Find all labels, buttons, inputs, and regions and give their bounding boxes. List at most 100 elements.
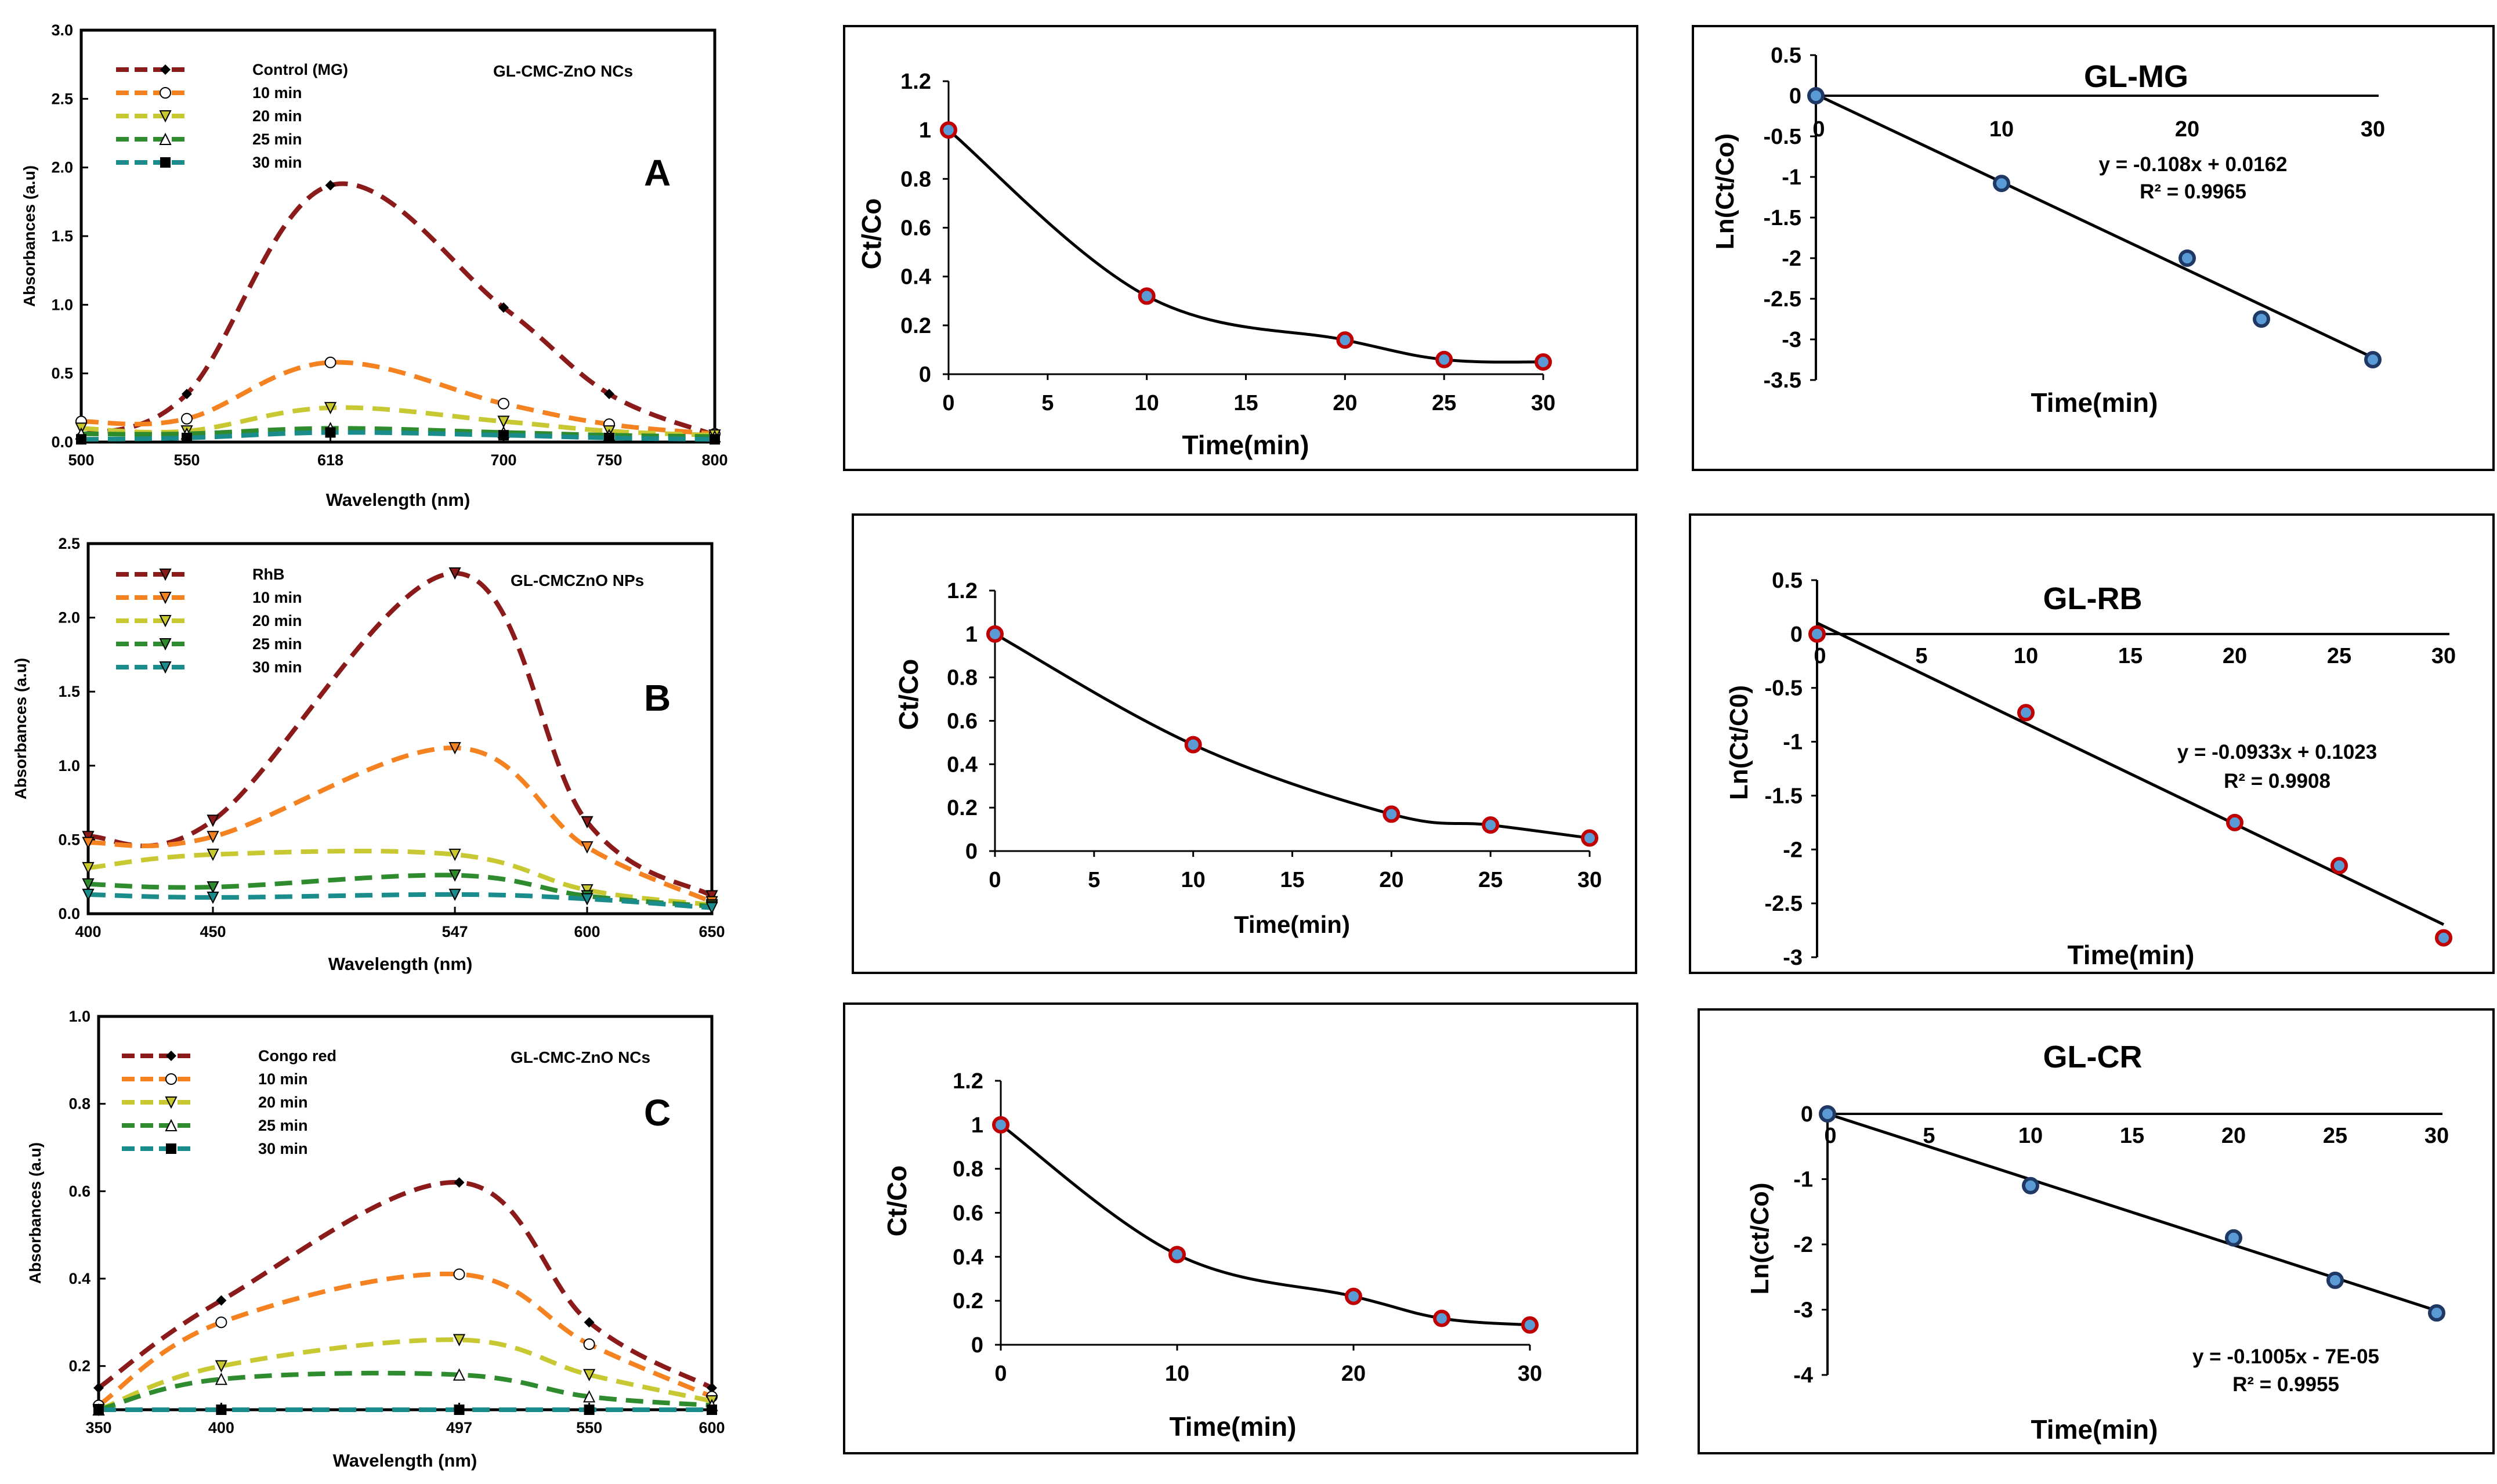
data-point (1383, 805, 1401, 823)
x-tick-label: 600 (574, 923, 600, 940)
y-tick-label: -3 (1782, 328, 1801, 352)
x-tick-label: 800 (701, 451, 728, 469)
y-tick-label: 0.5 (51, 365, 73, 382)
plot-frame (97, 1015, 714, 1411)
y-tick-label: 0.4 (68, 1270, 91, 1287)
linear-fit-panel-cr: 0 5 10 15 20 25 30 -4 -3 -2 -1 0 GL-CR y = -0.1005x… (1698, 1008, 2495, 1454)
y-tick-label: 0.2 (900, 314, 931, 338)
x-tick-label: 550 (576, 1419, 602, 1436)
tick-group: 0 10 20 30 -3.5 -3 -2.5 -2 -1.5 -1 -0.5 0 0.5 (1764, 44, 2386, 393)
series-line (88, 745, 713, 904)
curve-group (986, 625, 1598, 847)
y-tick-label: 0.4 (947, 752, 978, 777)
data-point (453, 1368, 466, 1381)
y-tick-label: 0.5 (1772, 569, 1803, 593)
data-point (581, 884, 594, 897)
y-axis-label: Absorbances (a.u) (20, 165, 38, 307)
legend-label: 10 min (258, 1070, 308, 1088)
curve-group (992, 1116, 1539, 1334)
legend: Congo red 10 min 20 min 25 min 30 min (122, 1047, 336, 1157)
tick-group: 0 5 10 15 20 25 30 -4 -3 -2 -1 0 (1793, 1102, 2449, 1388)
y-tick-label: -4 (1793, 1363, 1813, 1388)
x-tick-label: 5 (1041, 391, 1054, 415)
data-point (182, 432, 192, 443)
x-tick-label: 20 (2175, 117, 2199, 142)
y-tick-label: 0.6 (947, 710, 978, 734)
x-tick-label: 550 (173, 451, 200, 469)
y-axis-label: Ln(Ct/Co) (1711, 133, 1739, 249)
y-tick-label: 3.0 (51, 21, 73, 39)
x-tick-label: 650 (699, 923, 725, 940)
kinetics-panel-c: 0 10 20 30 0 0.2 0.4 0.6 0.8 1 1.2 Time(min) Ct/Co (843, 1002, 1638, 1454)
trend-curve (1000, 1123, 1530, 1327)
y-tick-label: 0.2 (947, 796, 978, 820)
fit-equation: y = -0.108x + 0.0162 (2099, 153, 2288, 176)
legend-marker (159, 569, 172, 581)
x-tick-label: 10 (1989, 117, 2014, 142)
data-point (82, 888, 95, 902)
y-tick-label: -1.5 (1765, 784, 1803, 808)
series-line (98, 1370, 712, 1412)
panel-title: GL-RB (2043, 581, 2143, 616)
tick-group: 500 550 618 700 750 800 0.0 0.5 1.0 1.5 2.0 2.5 3.0 (51, 21, 728, 469)
legend-label: 25 min (258, 1117, 308, 1134)
data-point (82, 878, 95, 891)
data-point (1435, 350, 1453, 368)
y-tick-label: -0.5 (1765, 676, 1803, 701)
legend-marker (159, 132, 172, 145)
panel-subtitle: GL-CMCZnO NPs (511, 571, 644, 589)
data-point (581, 893, 594, 906)
panel-label: A (644, 152, 671, 194)
data-point (1581, 829, 1598, 847)
data-point (1433, 1309, 1450, 1327)
data-point (215, 1373, 228, 1385)
x-tick-label: 25 (2327, 644, 2351, 668)
data-point (2225, 1229, 2242, 1247)
legend-marker (165, 1119, 178, 1131)
plot-group (1807, 87, 2382, 368)
data-point (448, 742, 461, 755)
data-point (454, 1405, 465, 1415)
data-point (215, 1360, 228, 1373)
curve-group (940, 121, 1552, 371)
y-tick-label: 2.0 (58, 609, 80, 627)
legend-marker (160, 64, 171, 75)
series-line (81, 405, 715, 438)
data-point (82, 831, 95, 844)
x-tick-label: 25 (1478, 868, 1503, 892)
legend-marker (165, 1073, 177, 1085)
legend-label: 10 min (252, 589, 302, 606)
data-point (325, 427, 336, 438)
x-tick-label: 15 (2120, 1124, 2144, 1148)
y-tick-label: 2.5 (58, 535, 80, 552)
data-point (604, 389, 614, 400)
x-tick-label: 700 (490, 451, 516, 469)
y-tick-label: 1.5 (58, 683, 80, 700)
plot-group (1819, 1105, 2445, 1322)
data-point (207, 881, 219, 894)
y-axis-label: Ln(Ct/C0) (1725, 685, 1753, 800)
data-point (2017, 704, 2035, 722)
y-tick-label: 0.8 (68, 1095, 91, 1113)
series-line (81, 426, 715, 439)
data-point (453, 1268, 465, 1280)
data-point (498, 430, 509, 441)
data-point (2253, 310, 2270, 328)
data-point (1993, 175, 2010, 193)
x-axis-label: Wavelength (nm) (326, 490, 471, 510)
series-line (81, 360, 715, 436)
legend: RhB 10 min 20 min 25 min 30 min (116, 566, 302, 676)
legend-label: RhB (252, 566, 285, 583)
data-point (448, 567, 461, 580)
x-axis-label: Time(min) (2031, 388, 2158, 418)
data-point (582, 1390, 596, 1403)
x-tick-label: 30 (2361, 117, 2385, 142)
data-point (581, 841, 594, 854)
tick-group: 0 5 10 15 20 25 30 0 0.2 0.4 0.6 0.8 1 1.2 (947, 579, 1602, 892)
data-point (207, 848, 219, 862)
y-tick-label: 0.5 (58, 831, 80, 848)
data-point (2226, 813, 2243, 831)
x-tick-label: 25 (1432, 391, 1456, 415)
y-tick-label: 0 (919, 363, 931, 387)
